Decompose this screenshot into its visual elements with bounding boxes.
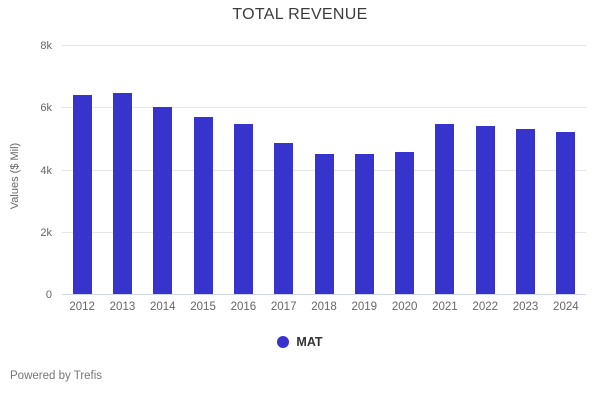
x-axis-label-2023: 2023 xyxy=(512,301,539,313)
x-axis-label-2014: 2014 xyxy=(149,301,176,313)
x-axis-label-2018: 2018 xyxy=(311,301,337,313)
y-tick-label-8k: 8k xyxy=(40,40,52,52)
bar-mat-2015[interactable] xyxy=(193,116,213,294)
x-axis-label-2012: 2012 xyxy=(69,301,95,313)
gridline-6k xyxy=(62,107,586,109)
x-axis-label-2022: 2022 xyxy=(472,301,499,313)
x-axis-label-2021: 2021 xyxy=(432,301,458,313)
bar-mat-2012[interactable] xyxy=(72,94,92,294)
bar-mat-2024[interactable] xyxy=(556,132,576,294)
x-axis-label-2016: 2016 xyxy=(230,301,257,313)
y-tick-label-0: 0 xyxy=(45,289,52,301)
bar-mat-2017[interactable] xyxy=(274,143,294,294)
y-tick-label-4k: 4k xyxy=(40,164,52,177)
legend-marker-icon xyxy=(277,336,290,348)
x-axis-label-2013: 2013 xyxy=(109,301,136,313)
x-axis-line xyxy=(62,294,586,295)
chart-title: TOTAL REVENUE xyxy=(232,6,368,23)
x-axis-label-2019: 2019 xyxy=(351,301,378,313)
bar-mat-2016[interactable] xyxy=(233,124,253,294)
plot-area xyxy=(62,45,586,295)
legend-item-mat[interactable]: MAT xyxy=(0,335,600,349)
x-axis-label-2024: 2024 xyxy=(553,301,579,313)
gridline-8k xyxy=(62,45,586,46)
legend-label: MAT xyxy=(296,335,323,349)
bar-mat-2022[interactable] xyxy=(475,125,495,294)
bar-mat-2023[interactable] xyxy=(516,129,536,294)
bar-mat-2019[interactable] xyxy=(354,153,374,294)
x-axis-label-2020: 2020 xyxy=(391,301,418,313)
bar-mat-2014[interactable] xyxy=(153,107,173,294)
bar-mat-2020[interactable] xyxy=(395,152,415,294)
x-axis-label-2017: 2017 xyxy=(270,301,297,313)
bar-mat-2021[interactable] xyxy=(435,124,455,294)
x-axis-label-2015: 2015 xyxy=(190,301,216,313)
y-tick-label-2k: 2k xyxy=(40,226,52,239)
powered-by-trefis: Powered by Trefis xyxy=(10,370,103,382)
y-tick-label-6k: 6k xyxy=(40,102,52,115)
bar-mat-2018[interactable] xyxy=(314,153,334,294)
bar-mat-2013[interactable] xyxy=(112,93,132,294)
